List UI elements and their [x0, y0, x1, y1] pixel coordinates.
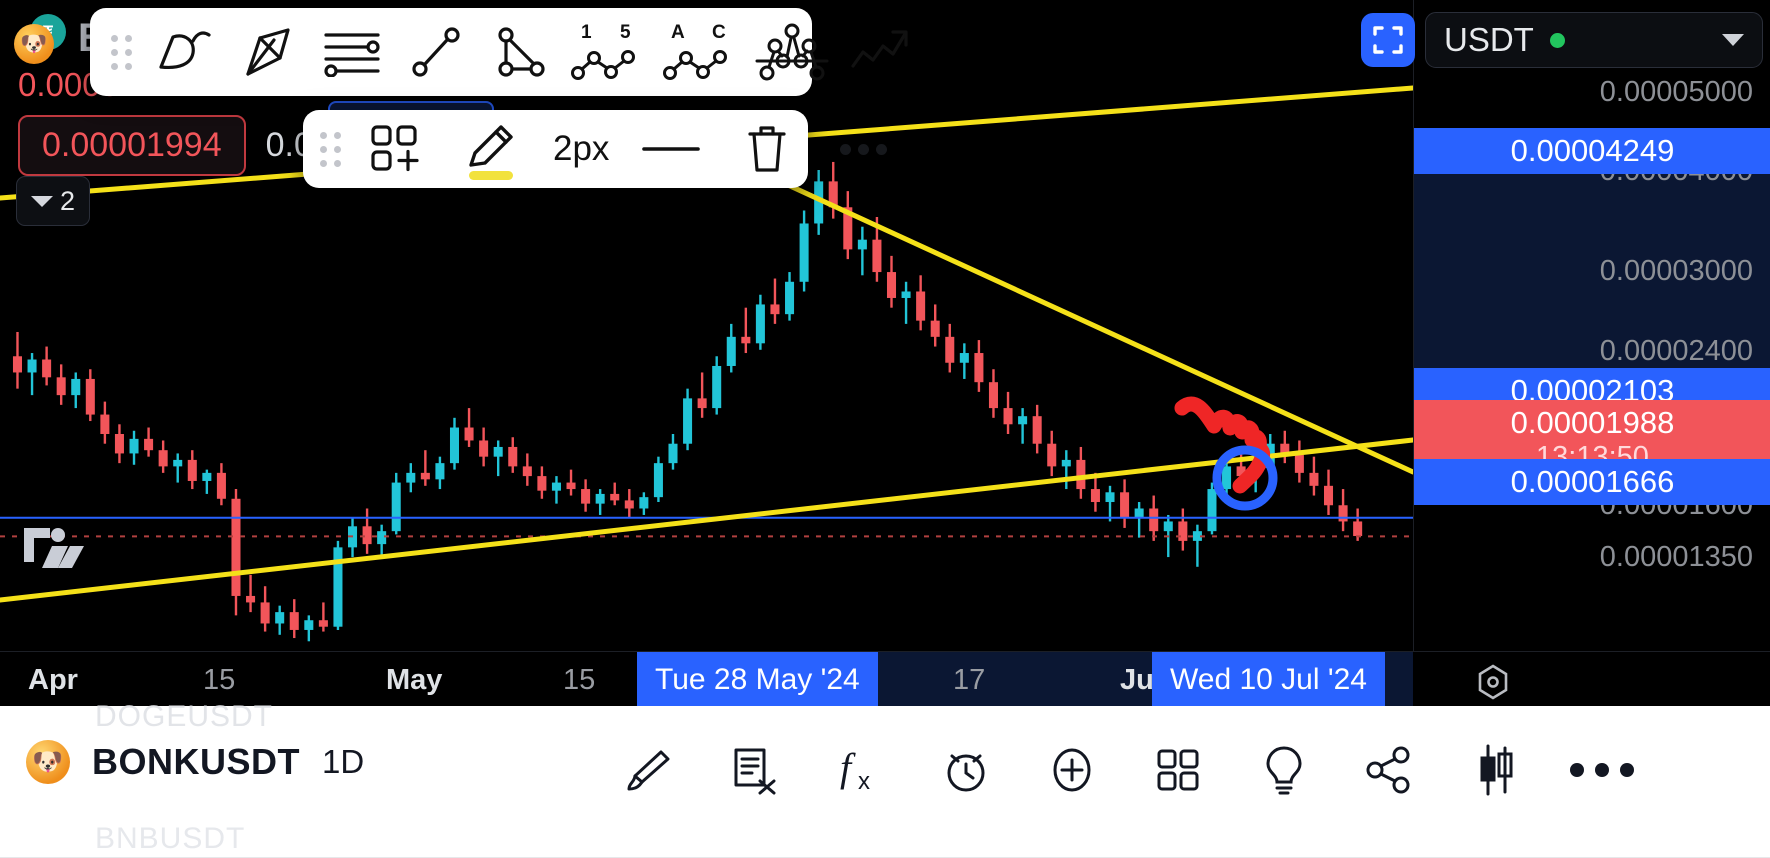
time-tick: 15 [203, 664, 236, 696]
fullscreen-button[interactable] [1361, 13, 1415, 67]
svg-text:5: 5 [620, 22, 631, 43]
ghost-symbol-above: DOGEUSDT [95, 700, 274, 733]
bottom-interval-label[interactable]: 1D [322, 743, 365, 780]
bottom-symbol-label[interactable]: BONKUSDT [92, 741, 300, 782]
indicators-fx-icon[interactable]: f x [832, 742, 888, 798]
collapse-count: 2 [59, 185, 76, 216]
svg-text:A: A [671, 22, 685, 43]
more-options-icon [839, 143, 887, 155]
elliott-wave-impulse-tool[interactable]: 1 5 [562, 8, 654, 96]
xabcd-pattern-icon [755, 23, 829, 81]
currency-selector[interactable]: USDT [1425, 12, 1763, 68]
svg-text:1: 1 [581, 22, 592, 43]
drawing-style-toolbar[interactable]: 2px [303, 110, 887, 188]
brush-icon [159, 31, 211, 70]
symbol-interval-group[interactable]: 🐶 BONKUSDT 1D [26, 740, 364, 784]
time-tick: 17 [953, 664, 986, 696]
horizontal-lines-icon [324, 33, 380, 77]
elliott-wave-correction-tool[interactable]: A C [654, 8, 746, 96]
svg-text:f: f [840, 745, 856, 790]
alert-clock-icon[interactable] [938, 742, 994, 798]
price-line-badge[interactable]: 0.00004249 [1414, 128, 1770, 174]
trend-angle-icon [851, 30, 908, 68]
svg-text:C: C [712, 22, 726, 43]
price-scale[interactable]: 0.000050000.000040000.000030000.00002400… [1413, 0, 1770, 651]
remove-indicators-icon[interactable] [726, 742, 782, 798]
settings-hex-icon [1478, 664, 1508, 700]
chevron-down-icon [30, 195, 53, 207]
add-plus-icon[interactable] [1044, 742, 1100, 798]
trend-line-icon [412, 27, 460, 77]
stroke-width-button[interactable]: 2px [539, 110, 623, 188]
drag-handle[interactable] [309, 110, 351, 188]
ideas-bulb-icon[interactable] [1256, 742, 1312, 798]
draw-pen-icon[interactable] [620, 742, 676, 798]
trend-angle-tool[interactable] [838, 8, 922, 96]
time-axis[interactable]: Apr 15 May 15 17 Jul Tue 28 May '24 Wed 10 Jul … [0, 651, 1770, 707]
brush-tool[interactable] [142, 8, 226, 96]
horizontal-lines-tool[interactable] [310, 8, 394, 96]
arrow-marker-tool[interactable] [226, 8, 310, 96]
svg-text:x: x [858, 768, 870, 795]
pen-color-swatch [469, 171, 513, 180]
add-template-icon [371, 125, 419, 172]
candlestick-chart [0, 85, 1413, 642]
date-badge[interactable]: Tue 28 May '24 [637, 652, 878, 707]
symbol-logo: ₮ 🐶 [14, 12, 66, 64]
elliott-impulse-icon: 1 5 [571, 22, 635, 80]
chart-type-candles-icon[interactable] [1468, 742, 1524, 798]
collapse-legend-button[interactable]: 2 [16, 176, 90, 226]
pen-color-button[interactable] [443, 110, 539, 188]
bonk-coin-icon: 🐶 [26, 740, 70, 784]
ghost-symbol-below: BNBUSDT [95, 822, 246, 855]
bonk-coin-icon: 🐶 [14, 24, 54, 64]
price-tick: 0.00003000 [1599, 255, 1753, 287]
last-price-chip[interactable]: 0.00001994 [18, 115, 246, 176]
share-icon[interactable] [1362, 742, 1418, 798]
status-dot-icon [1549, 32, 1565, 48]
time-tick: 15 [563, 664, 596, 696]
xabcd-pattern-tool[interactable] [746, 8, 838, 96]
more-options-button[interactable] [815, 110, 911, 188]
bottom-toolbar[interactable]: DOGEUSDT 🐶 BONKUSDT 1D BNBUSDT [0, 700, 1770, 858]
delete-button[interactable] [719, 110, 815, 188]
triangle-pattern-tool[interactable] [478, 8, 562, 96]
bottom-icon-row[interactable]: f x [620, 742, 1634, 798]
trend-line-tool[interactable] [394, 8, 478, 96]
fullscreen-icon [1373, 26, 1403, 54]
stroke-width-label: 2px [553, 129, 610, 168]
time-tick: Apr [28, 664, 78, 696]
triangle-pattern-icon [498, 27, 545, 77]
templates-button[interactable] [351, 110, 443, 188]
price-tick: 0.00001350 [1599, 541, 1753, 573]
more-options-icon[interactable] [1570, 742, 1634, 798]
price-line-badge[interactable]: 0.00001666 [1414, 459, 1770, 505]
chart-canvas[interactable] [0, 0, 1413, 651]
arrow-marker-icon [246, 28, 290, 76]
line-style-button[interactable] [623, 110, 719, 188]
date-badge[interactable]: Wed 10 Jul '24 [1152, 652, 1385, 707]
solid-line-icon [642, 147, 701, 151]
time-tick: May [386, 664, 443, 696]
price-chip-row: 0.00001994 0.0000000 [18, 115, 426, 176]
chevron-down-icon [1722, 34, 1744, 46]
price-tick: 0.00005000 [1599, 76, 1753, 108]
chart-settings-button[interactable] [1474, 663, 1512, 706]
drag-handle[interactable] [100, 8, 142, 96]
layout-grid-icon[interactable] [1150, 742, 1206, 798]
drawing-tools-toolbar[interactable]: 1 5 A C [90, 8, 908, 96]
elliott-correction-icon: A C [663, 22, 727, 80]
trash-icon [748, 126, 787, 172]
pencil-icon [469, 125, 513, 167]
currency-label: USDT [1444, 21, 1534, 58]
price-tick: 0.00002400 [1599, 335, 1753, 367]
